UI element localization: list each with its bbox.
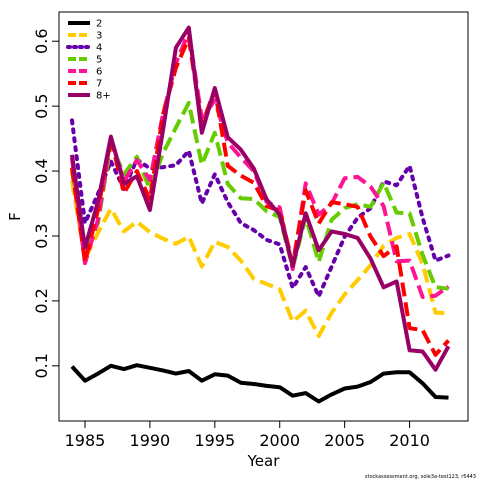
y-tick-label: 0.2: [32, 288, 51, 313]
series-line-4: [70, 100, 449, 291]
y-tick-label: 0.5: [32, 93, 51, 118]
legend-label: 7: [96, 79, 102, 90]
x-tick-label: 2010: [389, 431, 430, 450]
legend-label: 8+: [96, 91, 111, 102]
credit-text: stockassessment.org, sole3a-test123, r54…: [365, 474, 476, 480]
y-tick-label: 0.3: [32, 223, 51, 248]
legend-label: 6: [96, 67, 102, 78]
x-tick-label: 1995: [194, 431, 235, 450]
legend-label: 3: [96, 31, 102, 42]
y-axis: 0.1 0.2 0.3 0.4 0.5 0.6: [32, 28, 60, 379]
y-tick-label: 0.4: [32, 158, 51, 183]
x-tick-label: 1990: [130, 431, 171, 450]
x-tick-label: 2000: [259, 431, 300, 450]
x-tick-label: 1985: [65, 431, 106, 450]
series-line-6: [70, 36, 450, 357]
series-layer: [70, 25, 451, 404]
series-line-1: [70, 363, 449, 404]
series-line-3: [70, 118, 451, 299]
legend-label: 2: [96, 19, 102, 30]
legend-label: 5: [96, 55, 102, 66]
plot-frame: [58, 11, 469, 422]
y-axis-title: F: [6, 212, 24, 221]
x-axis-title: Year: [247, 452, 281, 470]
series-line-2: [70, 180, 449, 338]
x-tick-label: 2005: [324, 431, 365, 450]
x-axis: 1985 1990 1995 2000 2005 2010: [65, 420, 430, 450]
series-line-7: [70, 25, 451, 372]
y-tick-label: 0.1: [32, 353, 51, 378]
y-tick-label: 0.6: [32, 28, 51, 53]
series-line-5: [70, 30, 450, 299]
legend-label: 4: [96, 43, 102, 54]
